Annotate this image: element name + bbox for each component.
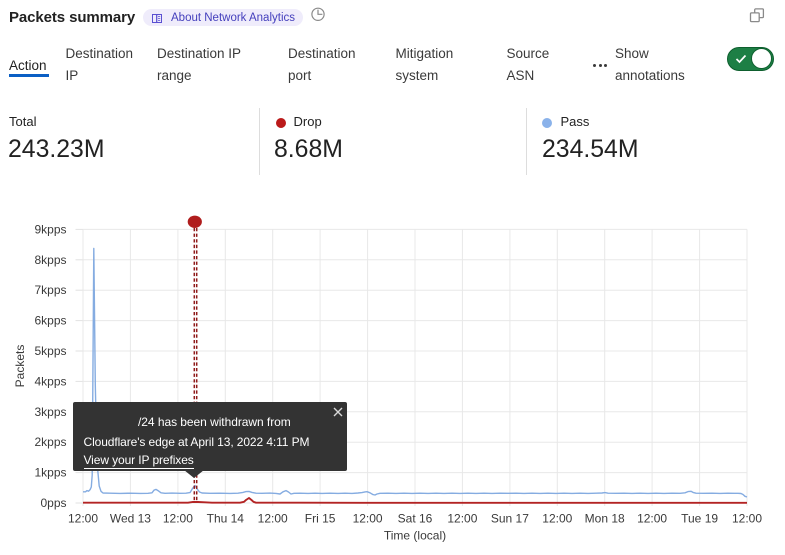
svg-text:12:00: 12:00: [163, 511, 193, 525]
svg-text:12:00: 12:00: [637, 511, 667, 525]
svg-text:Mon 18: Mon 18: [585, 511, 625, 525]
svg-text:Sat 16: Sat 16: [398, 511, 433, 525]
svg-text:12:00: 12:00: [447, 511, 477, 525]
svg-text:9kpps: 9kpps: [34, 222, 66, 236]
svg-text:12:00: 12:00: [353, 511, 383, 525]
svg-text:12:00: 12:00: [732, 511, 762, 525]
svg-text:Fri 15: Fri 15: [305, 511, 336, 525]
svg-text:5kpps: 5kpps: [34, 344, 66, 358]
svg-text:0pps: 0pps: [40, 496, 66, 510]
svg-text:Tue 19: Tue 19: [681, 511, 718, 525]
svg-text:4kpps: 4kpps: [34, 374, 66, 388]
svg-text:12:00: 12:00: [542, 511, 572, 525]
svg-text:Wed 13: Wed 13: [110, 511, 151, 525]
svg-text:Sun 17: Sun 17: [491, 511, 529, 525]
svg-text:Thu 14: Thu 14: [207, 511, 245, 525]
svg-text:2kpps: 2kpps: [34, 435, 66, 449]
svg-text:6kpps: 6kpps: [34, 314, 66, 328]
svg-text:8kpps: 8kpps: [34, 253, 66, 267]
svg-text:3kpps: 3kpps: [34, 405, 66, 419]
svg-text:12:00: 12:00: [258, 511, 288, 525]
svg-text:12:00: 12:00: [68, 511, 98, 525]
svg-text:1kpps: 1kpps: [34, 466, 66, 480]
svg-text:Time (local): Time (local): [384, 529, 446, 543]
svg-text:7kpps: 7kpps: [34, 283, 66, 297]
svg-text:Packets: Packets: [13, 345, 27, 388]
